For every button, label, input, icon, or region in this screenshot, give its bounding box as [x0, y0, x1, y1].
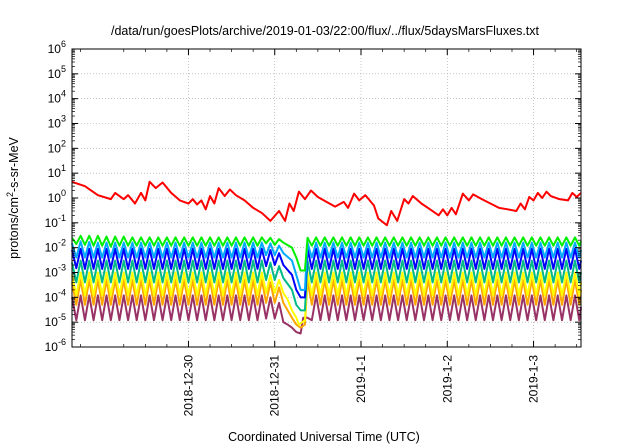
y-tick-label-base: 10	[45, 241, 59, 255]
y-tick-label: 10-2	[45, 238, 66, 255]
axes: 10610510410310210110010-110-210-310-410-…	[45, 39, 581, 416]
series-line	[71, 278, 582, 329]
x-tick-label: 2019-1-2	[440, 355, 454, 403]
y-tick-label-exp: 0	[61, 188, 66, 198]
chart-title: /data/run/goesPlots/archive/2019-01-03/2…	[111, 24, 540, 38]
y-tick-label-base: 10	[48, 191, 62, 205]
x-tick-label: 2018-12-31	[268, 355, 282, 417]
series-lines	[71, 180, 582, 335]
y-tick-label-exp: -4	[58, 287, 66, 297]
y-tick-label-exp: -6	[58, 337, 66, 347]
series-line	[71, 259, 582, 312]
y-tick-label-exp: 1	[61, 163, 66, 173]
y-tick-label: 10-4	[45, 287, 66, 304]
series-line	[71, 240, 582, 291]
series-line	[71, 234, 582, 272]
y-tick-label-base: 10	[45, 315, 59, 329]
y-tick-label: 100	[48, 188, 66, 205]
y-axis-label-base: protons/cm	[7, 197, 21, 259]
y-tick-label: 106	[48, 39, 66, 56]
y-tick-label: 10-6	[45, 337, 66, 354]
y-tick-label-base: 10	[45, 340, 59, 354]
y-tick-label-exp: 6	[61, 39, 66, 49]
y-axis-label-rest: -s-sr-MeV	[7, 136, 21, 192]
y-tick-label-base: 10	[48, 67, 62, 81]
y-tick-label-base: 10	[48, 117, 62, 131]
series-line	[71, 180, 582, 227]
y-tick-label-base: 10	[48, 42, 62, 56]
y-tick-label: 101	[48, 163, 66, 180]
y-tick-label-base: 10	[45, 266, 59, 280]
y-tick-label: 102	[48, 138, 66, 155]
x-tick-label: 2019-1-1	[354, 355, 368, 403]
y-tick-label: 104	[48, 89, 66, 106]
y-axis-label-sup: 2	[5, 192, 15, 197]
y-tick-label-base: 10	[48, 141, 62, 155]
series-line	[71, 294, 582, 335]
y-tick-label: 105	[48, 64, 66, 81]
y-tick-label: 10-5	[45, 312, 66, 329]
series-line	[71, 271, 582, 326]
y-tick-label-base: 10	[45, 216, 59, 230]
y-tick-label-exp: 3	[61, 114, 66, 124]
y-tick-label: 10-1	[45, 213, 66, 230]
y-tick-label-exp: -2	[58, 238, 66, 248]
y-tick-label: 103	[48, 114, 66, 131]
y-tick-label-exp: 2	[61, 138, 66, 148]
y-tick-label-base: 10	[48, 166, 62, 180]
y-tick-label-exp: 4	[61, 89, 66, 99]
y-tick-label: 10-3	[45, 263, 66, 280]
x-axis-label: Coordinated Universal Time (UTC)	[228, 430, 420, 444]
y-axis-label: protons/cm2-s-sr-MeV	[5, 136, 21, 258]
y-tick-label-base: 10	[48, 92, 62, 106]
x-tick-label: 2019-1-3	[527, 355, 541, 403]
y-tick-label-exp: 5	[61, 64, 66, 74]
y-tick-label-base: 10	[45, 290, 59, 304]
series-line	[71, 247, 582, 299]
y-tick-label-exp: -5	[58, 312, 66, 322]
y-tick-label-exp: -3	[58, 263, 66, 273]
x-tick-label: 2018-12-30	[181, 355, 195, 417]
y-tick-label-exp: -1	[58, 213, 66, 223]
